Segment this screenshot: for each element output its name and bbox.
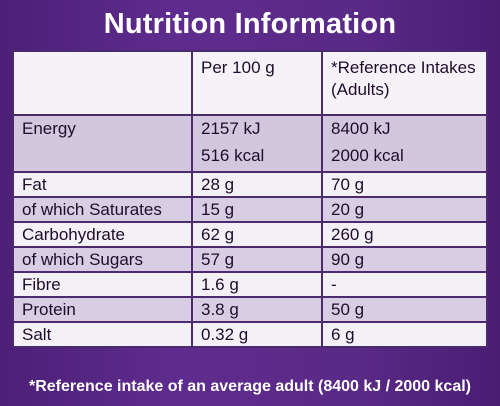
panel-title: Nutrition Information [103, 7, 397, 40]
header-ri-line1: *Reference Intakes [331, 58, 476, 77]
nutrient-label: Protein [12, 296, 193, 323]
energy-per100-kj: 2157 kJ [201, 119, 261, 138]
ri-value: 20 g [321, 196, 488, 223]
table-row: Fibre 1.6 g - [12, 271, 488, 298]
ri-value: 90 g [321, 246, 488, 273]
ri-value: 70 g [321, 171, 488, 198]
table-row: Carbohydrate 62 g 260 g [12, 221, 488, 248]
energy-per100-kcal: 516 kcal [201, 146, 265, 165]
per100-value: 62 g [191, 221, 323, 248]
nutrient-label: Fat [12, 171, 193, 198]
energy-ri: 8400 kJ 2000 kcal [321, 114, 488, 173]
ri-value: - [321, 271, 488, 298]
ri-value: 6 g [321, 321, 488, 348]
per100-value: 57 g [191, 246, 323, 273]
energy-row: Energy 2157 kJ 516 kcal 8400 kJ 2000 kca… [12, 114, 488, 173]
energy-per100: 2157 kJ 516 kcal [191, 114, 323, 173]
nutrient-label: Fibre [12, 271, 193, 298]
header-reference-intakes: *Reference Intakes (Adults) [321, 50, 488, 116]
per100-value: 15 g [191, 196, 323, 223]
nutrient-label: Carbohydrate [12, 221, 193, 248]
table-row: Salt 0.32 g 6 g [12, 321, 488, 348]
nutrition-table: Per 100 g *Reference Intakes (Adults) En… [12, 50, 488, 348]
header-empty-cell [12, 50, 193, 116]
energy-ri-kj: 8400 kJ [331, 119, 391, 138]
nutrient-label: Salt [12, 321, 193, 348]
energy-label: Energy [12, 114, 193, 173]
table-row: Fat 28 g 70 g [12, 171, 488, 198]
table-header-row: Per 100 g *Reference Intakes (Adults) [12, 50, 488, 116]
header-per-100g: Per 100 g [191, 50, 323, 116]
ri-value: 260 g [321, 221, 488, 248]
table-row: of which Sugars 57 g 90 g [12, 246, 488, 273]
header-ri-line2: (Adults) [331, 80, 390, 99]
nutrient-label: of which Sugars [12, 246, 193, 273]
per100-value: 28 g [191, 171, 323, 198]
table-row: of which Saturates 15 g 20 g [12, 196, 488, 223]
per100-value: 0.32 g [191, 321, 323, 348]
reference-intake-footnote: *Reference intake of an average adult (8… [28, 378, 471, 395]
energy-ri-kcal: 2000 kcal [331, 146, 404, 165]
nutrient-label: of which Saturates [12, 196, 193, 223]
per100-value: 3.8 g [191, 296, 323, 323]
per100-value: 1.6 g [191, 271, 323, 298]
table-row: Protein 3.8 g 50 g [12, 296, 488, 323]
ri-value: 50 g [321, 296, 488, 323]
